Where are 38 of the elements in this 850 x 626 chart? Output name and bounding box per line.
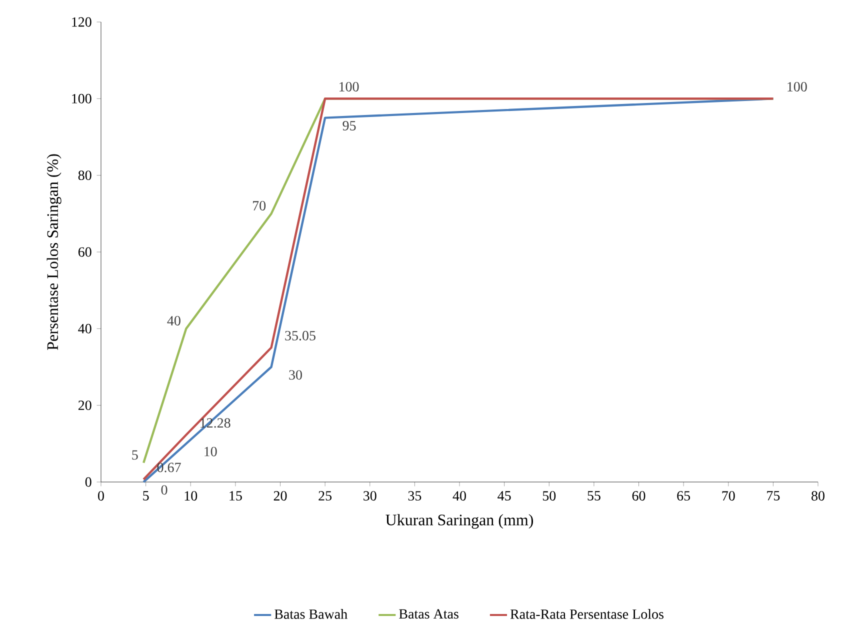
y-tick-label: 100 — [72, 94, 92, 104]
y-tick-label: 120 — [72, 17, 92, 27]
legend-label: Batas Bawah — [274, 609, 348, 619]
data-label: 10 — [204, 446, 217, 456]
x-tick-label: 55 — [588, 491, 600, 500]
data-label: 95 — [342, 121, 356, 130]
x-tick-label: 35 — [408, 491, 422, 501]
x-tick-label: 0 — [98, 491, 104, 501]
data-label: 100 — [339, 82, 359, 92]
x-tick-label: 40 — [452, 491, 466, 501]
y-tick-label: 40 — [78, 324, 92, 334]
data-label: 70 — [253, 201, 266, 210]
x-tick-label: 25 — [318, 491, 332, 501]
x-tick-label: 45 — [498, 491, 511, 500]
data-label: 40 — [167, 316, 180, 326]
x-tick-label: 10 — [184, 491, 198, 501]
y-tick-label: 20 — [78, 400, 92, 410]
data-label: 30 — [289, 370, 302, 380]
x-tick-label: 65 — [677, 491, 690, 501]
y-tick-label: 60 — [78, 247, 92, 257]
x-tick-label: 60 — [632, 491, 646, 501]
x-axis-title: Ukuran Saringan (mm) — [386, 514, 534, 529]
x-tick-label: 20 — [274, 491, 287, 501]
x-tick-label: 5 — [143, 491, 149, 500]
y-tick-label: 0 — [85, 477, 92, 487]
x-tick-label: 50 — [542, 491, 556, 501]
x-tick-label: 75 — [767, 491, 780, 500]
x-tick-label: 15 — [230, 491, 242, 501]
y-axis-title: Persentase Lolos Saringan (%) — [46, 154, 62, 350]
legend-label: Rata-Rata Persentase Lolos — [510, 609, 664, 619]
data-label: 100 — [788, 82, 807, 92]
x-tick-label: 30 — [364, 491, 376, 501]
legend-label: Batas Atas — [399, 609, 458, 619]
x-tick-label: 80 — [812, 491, 824, 501]
x-tick-label: 70 — [722, 491, 735, 501]
data-label: 5 — [132, 450, 138, 460]
data-label: 35.05 — [285, 330, 316, 340]
y-tick-label: 80 — [78, 170, 92, 180]
